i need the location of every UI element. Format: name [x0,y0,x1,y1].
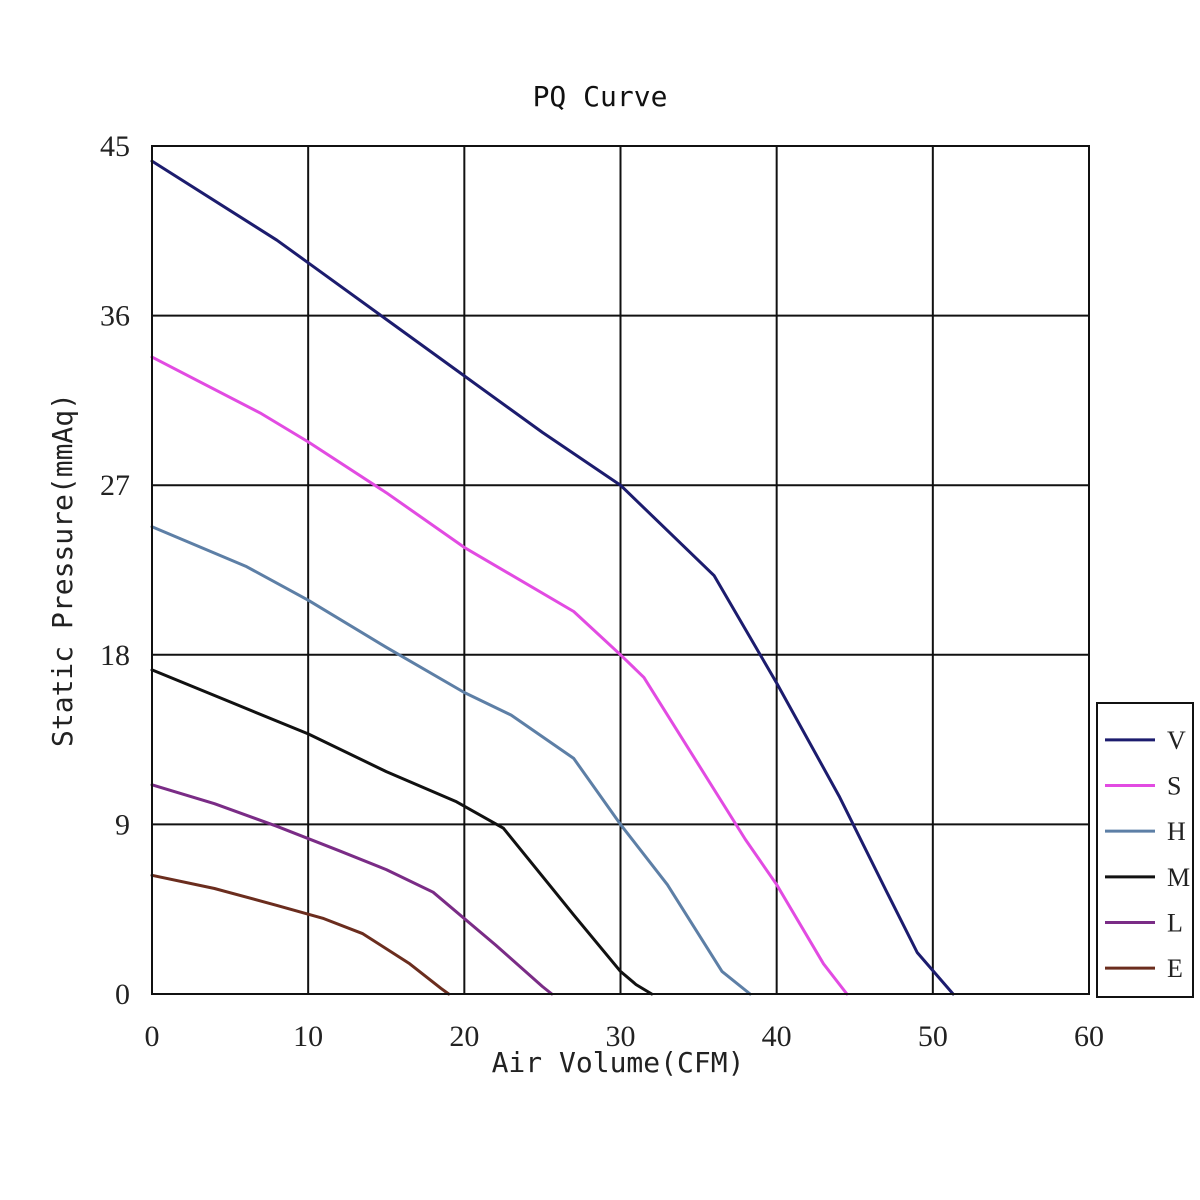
series-line-e [150,873,451,996]
y-tick-label: 0 [115,978,130,1011]
y-tick-label: 45 [100,130,130,163]
legend-label: S [1167,772,1181,801]
y-axis-label: Static Pressure(mmAq) [46,393,79,747]
series-lines [150,159,955,996]
chart-title: PQ Curve [533,80,668,113]
legend-label: M [1167,863,1190,892]
x-tick-label: 50 [918,1020,948,1053]
legend-label: E [1167,954,1183,983]
x-tick-label: 60 [1074,1020,1104,1053]
y-tick-label: 36 [100,300,130,333]
series-line-l [150,783,554,996]
y-tick-label: 18 [100,639,130,672]
plot-frame [151,145,1090,995]
legend-label: L [1167,909,1183,938]
y-tick-label: 9 [115,808,130,841]
legend-box [1096,702,1194,998]
axes: 0 10 20 30 40 50 60 0 9 18 27 36 45 [100,130,1104,1053]
x-tick-label: 10 [293,1020,323,1053]
x-tick-label: 40 [762,1020,792,1053]
x-axis-label: Air Volume(CFM) [492,1046,745,1079]
x-tick-label: 30 [606,1020,636,1053]
series-line-m [150,668,654,996]
series-line-v [150,159,955,996]
x-tick-label: 20 [449,1020,479,1053]
legend-label: H [1167,817,1186,846]
grid [151,145,1090,995]
legend-label: V [1167,726,1186,755]
y-tick-label: 27 [100,469,130,502]
x-tick-label: 0 [145,1020,160,1053]
series-line-s [150,355,849,996]
series-line-h [150,525,752,996]
